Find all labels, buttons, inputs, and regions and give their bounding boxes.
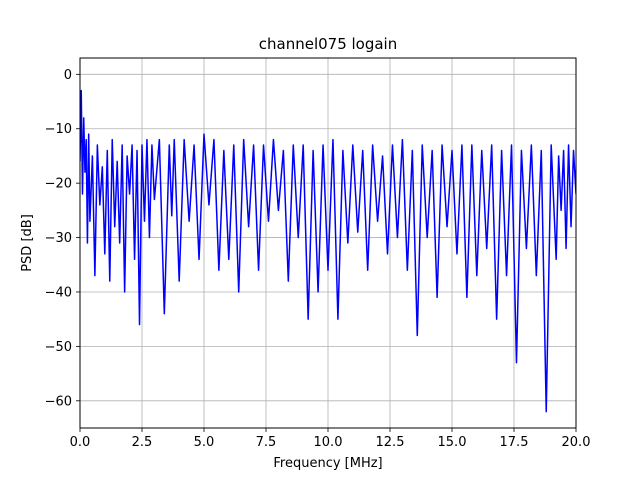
x-tick-label: 17.5 [500,435,529,450]
x-tick-label: 0.0 [70,435,91,450]
psd-series-line [80,89,576,413]
x-tick-label: 10.0 [314,435,343,450]
y-tick-label: −30 [45,231,72,246]
x-tick-label: 20.0 [562,435,591,450]
y-ticks: 0 −10 −20 −30 −40 −50 −60 [45,68,80,409]
plot-area [80,89,576,413]
x-tick-label: 12.5 [376,435,405,450]
x-tick-label: 7.5 [256,435,277,450]
y-tick-label: −10 [45,122,72,137]
y-axis-label: PSD [dB] [20,214,35,272]
y-tick-label: −40 [45,285,72,300]
x-tick-label: 5.0 [194,435,215,450]
y-tick-label: 0 [64,68,72,83]
x-axis-label: Frequency [MHz] [273,456,382,471]
x-tick-label: 2.5 [132,435,153,450]
y-tick-label: −50 [45,340,72,355]
x-tick-label: 15.0 [438,435,467,450]
x-ticks: 0.0 2.5 5.0 7.5 10.0 12.5 15.0 17.5 20.0 [70,428,591,450]
y-tick-label: −60 [45,394,72,409]
y-tick-label: −20 [45,177,72,192]
chart-title: channel075 logain [259,35,398,53]
